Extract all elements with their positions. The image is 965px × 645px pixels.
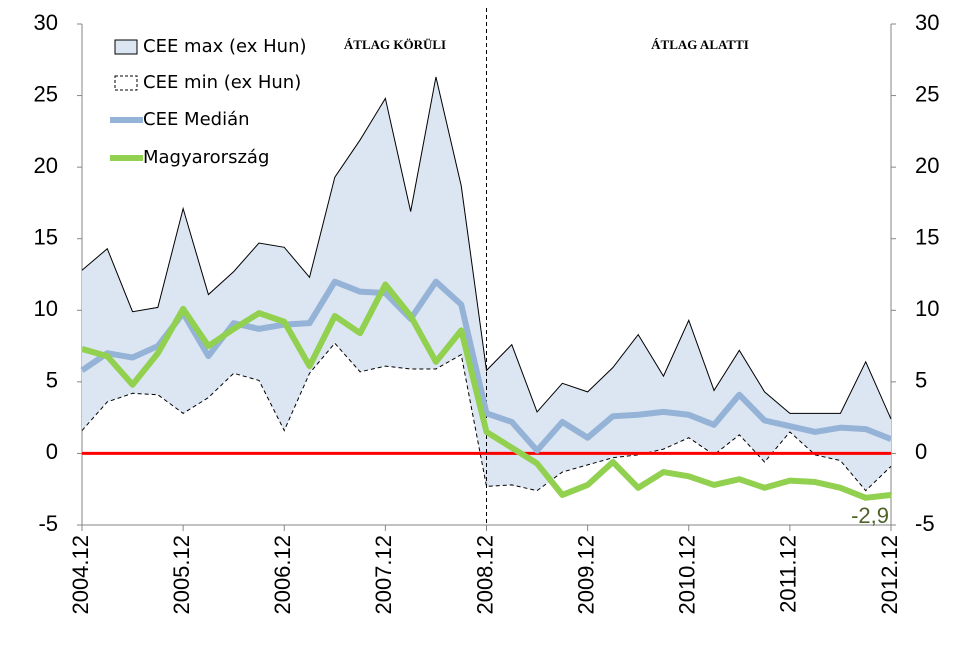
y2-tick-label: 25 — [915, 81, 939, 106]
annotation: ÁTLAG KÖRÜLI — [344, 37, 446, 52]
y-tick-label: 5 — [46, 368, 58, 393]
y2-tick-label: 15 — [915, 225, 939, 250]
range-band — [82, 76, 891, 491]
y-tick-label: 0 — [46, 439, 58, 464]
max-line — [81, 76, 892, 420]
y-tick-label: -5 — [38, 511, 58, 536]
y2-tick-label: 30 — [915, 10, 939, 35]
x-tick-label: 2007.12 — [371, 535, 396, 615]
y-tick-label: 15 — [34, 225, 58, 250]
x-tick-label: 2006.12 — [270, 535, 295, 615]
x-tick-label: 2010.12 — [675, 535, 700, 615]
value-label: -2,9 — [851, 503, 889, 528]
y-tick-label: 30 — [34, 10, 58, 35]
legend-label: CEE min (ex Hun) — [143, 72, 301, 93]
x-tick-label: 2008.12 — [472, 535, 497, 615]
y2-tick-label: 10 — [915, 296, 939, 321]
x-tick-label: 2012.12 — [877, 535, 902, 615]
x-tick-label: 2009.12 — [573, 535, 598, 615]
x-tick-label: 2011.12 — [776, 535, 801, 613]
annotation: ÁTLAG ALATTI — [651, 37, 749, 52]
y2-tick-label: 0 — [915, 439, 927, 464]
x-tick-label: 2004.12 — [68, 535, 93, 615]
legend-label: Magyarország — [143, 147, 269, 168]
legend-label: CEE max (ex Hun) — [143, 36, 307, 57]
y-tick-label: 20 — [34, 153, 58, 178]
min-line — [81, 342, 892, 492]
y-tick-label: 10 — [34, 296, 58, 321]
x-tick-label: 2005.12 — [169, 535, 194, 615]
legend-swatch — [114, 39, 138, 55]
y2-tick-label: 20 — [915, 153, 939, 178]
series-line — [81, 281, 892, 501]
y2-tick-label: -5 — [915, 511, 935, 536]
legend-label: CEE Medián — [143, 109, 250, 130]
y-tick-label: 25 — [34, 81, 58, 106]
y2-tick-label: 5 — [915, 368, 927, 393]
series-line — [80, 278, 893, 454]
legend-swatch — [114, 75, 138, 91]
